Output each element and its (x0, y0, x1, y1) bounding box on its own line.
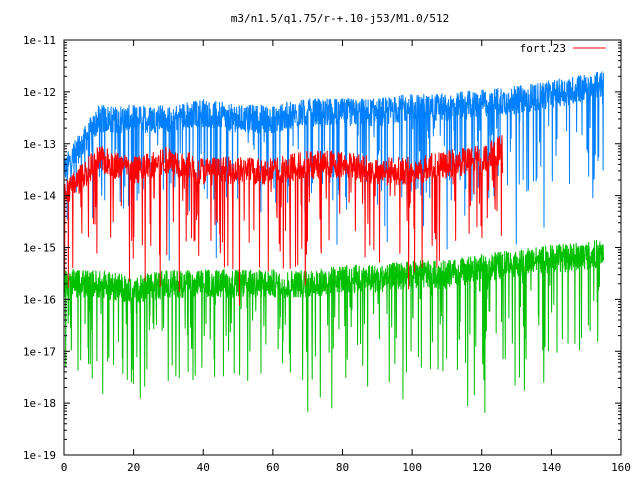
y-tick-label: 1e-15 (23, 242, 56, 255)
series-layer (63, 71, 605, 413)
x-tick-label: 20 (127, 461, 140, 474)
legend: fort.23 (520, 42, 606, 55)
x-tick-label: 140 (541, 461, 561, 474)
y-tick-label: 1e-12 (23, 86, 56, 99)
x-tick-label: 60 (266, 461, 279, 474)
x-tick-label: 40 (197, 461, 210, 474)
y-tick-label: 1e-13 (23, 138, 56, 151)
x-tick-label: 160 (611, 461, 631, 474)
y-tick-label: 1e-18 (23, 397, 56, 410)
y-tick-label: 1e-11 (23, 34, 56, 47)
series-line-2 (63, 135, 504, 306)
y-tick-label: 1e-17 (23, 345, 56, 358)
series-line-3 (63, 239, 605, 413)
x-tick-label: 100 (402, 461, 422, 474)
x-tick-label: 120 (472, 461, 492, 474)
chart-title: m3/n1.5/q1.75/r-+.10-j53/M1.0/512 (231, 12, 450, 25)
x-tick-label: 0 (61, 461, 68, 474)
y-tick-label: 1e-16 (23, 293, 56, 306)
legend-label: fort.23 (520, 42, 566, 55)
series-line-1 (63, 71, 605, 261)
y-tick-label: 1e-14 (23, 190, 56, 203)
y-tick-label: 1e-19 (23, 449, 56, 462)
ticks-layer: 0 20 40 60 80 100 120 140 160 1e-19 1e-18 1e-17 1e-1… (23, 34, 631, 474)
x-tick-label: 80 (336, 461, 349, 474)
